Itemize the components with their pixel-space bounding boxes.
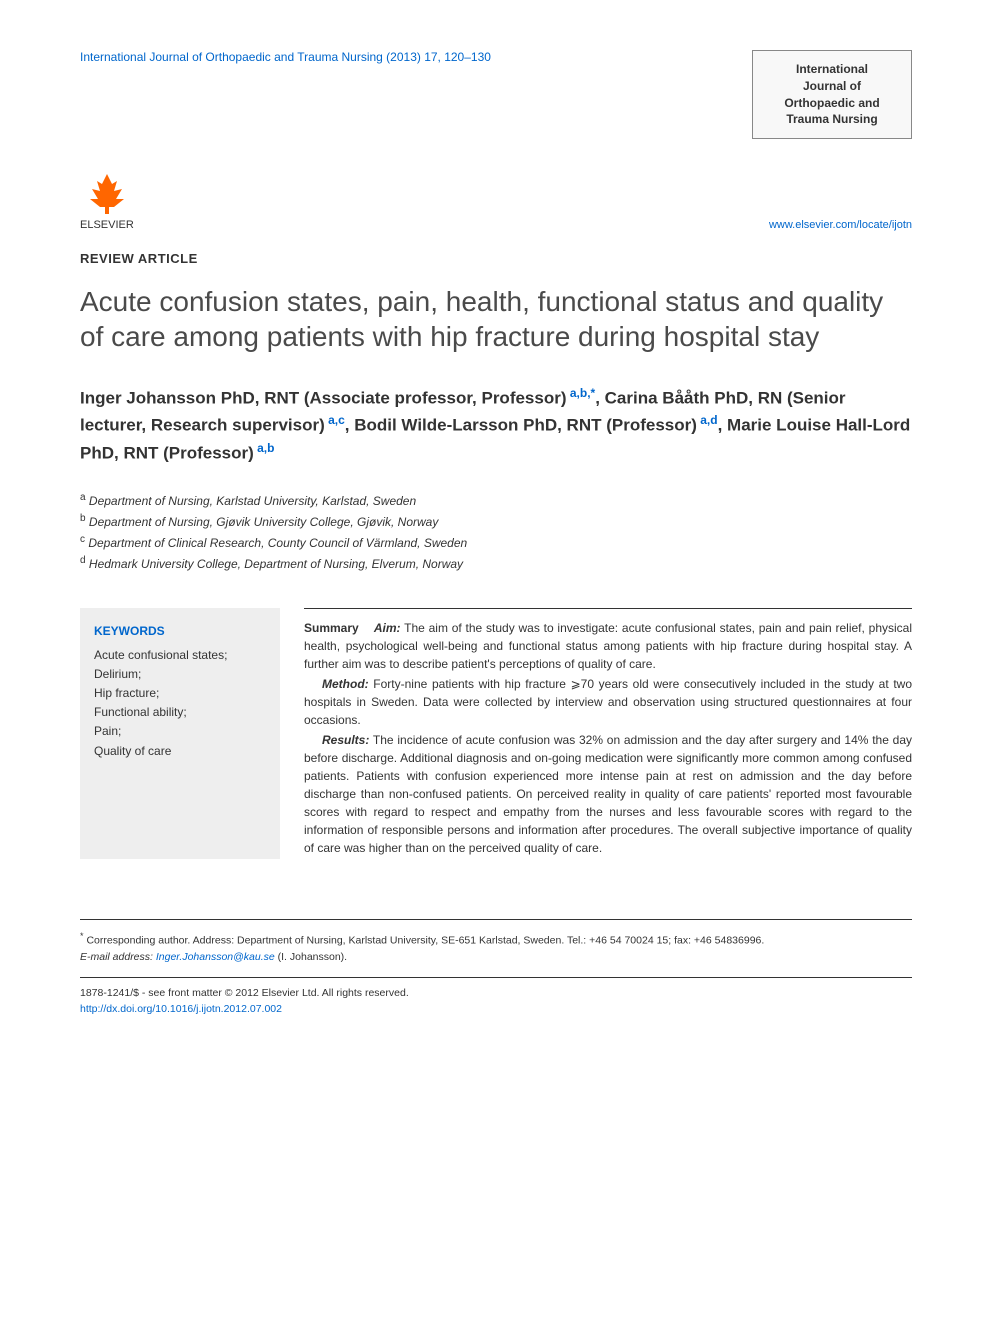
footer: * Corresponding author. Address: Departm… <box>80 919 912 1018</box>
content-row: KEYWORDS Acute confusional states; Delir… <box>80 608 912 859</box>
corresponding-author: * Corresponding author. Address: Departm… <box>80 930 912 949</box>
footer-divider <box>80 977 912 978</box>
aim-label: Aim: <box>374 621 401 635</box>
article-type: REVIEW ARTICLE <box>80 251 912 266</box>
method-text: Forty-nine patients with hip fracture ⩾7… <box>304 677 912 727</box>
results-text: The incidence of acute confusion was 32%… <box>304 733 912 855</box>
email-suffix: (I. Johansson). <box>275 951 347 963</box>
author-name: Inger Johansson PhD, RNT (Associate prof… <box>80 389 567 408</box>
affiliations-block: a Department of Nursing, Karlstad Univer… <box>80 490 912 575</box>
email-line: E-mail address: Inger.Johansson@kau.se (… <box>80 950 912 966</box>
journal-badge-line: International <box>767 61 897 78</box>
journal-badge-line: Trauma Nursing <box>767 111 897 128</box>
method-label: Method: <box>322 677 369 691</box>
abstract: Summary Aim: The aim of the study was to… <box>304 608 912 859</box>
affiliation: b Department of Nursing, Gjøvik Universi… <box>80 511 912 532</box>
homepage-url[interactable]: www.elsevier.com/locate/ijotn <box>769 219 912 231</box>
elsevier-logo: ELSEVIER <box>80 169 134 231</box>
homepage-link[interactable]: www.elsevier.com/locate/ijotn <box>769 219 912 231</box>
affiliation: c Department of Clinical Research, Count… <box>80 532 912 553</box>
affiliation: a Department of Nursing, Karlstad Univer… <box>80 490 912 511</box>
keywords-heading: KEYWORDS <box>94 622 266 641</box>
header-row: International Journal of Orthopaedic and… <box>80 50 912 139</box>
author-refs[interactable]: a,b,* <box>567 386 596 400</box>
author-refs[interactable]: a,b <box>254 441 275 455</box>
journal-badge: International Journal of Orthopaedic and… <box>752 50 912 139</box>
summary-label: Summary <box>304 621 359 635</box>
journal-citation: International Journal of Orthopaedic and… <box>80 50 491 64</box>
author-refs[interactable]: a,c <box>325 413 345 427</box>
author-name: Bodil Wilde-Larsson PhD, RNT (Professor) <box>354 416 697 435</box>
keywords-box: KEYWORDS Acute confusional states; Delir… <box>80 608 280 859</box>
keywords-list: Acute confusional states; Delirium; Hip … <box>94 646 266 761</box>
article-title: Acute confusion states, pain, health, fu… <box>80 284 912 354</box>
author-refs[interactable]: a,d <box>697 413 718 427</box>
elsevier-tree-icon <box>82 169 132 219</box>
journal-badge-line: Journal of <box>767 78 897 95</box>
authors-block: Inger Johansson PhD, RNT (Associate prof… <box>80 384 912 465</box>
copyright-line: 1878-1241/$ - see front matter © 2012 El… <box>80 986 912 1002</box>
email-label: E-mail address: <box>80 951 153 963</box>
journal-badge-line: Orthopaedic and <box>767 95 897 112</box>
publisher-name: ELSEVIER <box>80 219 134 231</box>
doi-link[interactable]: http://dx.doi.org/10.1016/j.ijotn.2012.0… <box>80 1002 912 1018</box>
affiliation: d Hedmark University College, Department… <box>80 553 912 574</box>
results-label: Results: <box>322 733 369 747</box>
email-address[interactable]: Inger.Johansson@kau.se <box>156 951 275 963</box>
publisher-row: ELSEVIER www.elsevier.com/locate/ijotn <box>80 169 912 231</box>
